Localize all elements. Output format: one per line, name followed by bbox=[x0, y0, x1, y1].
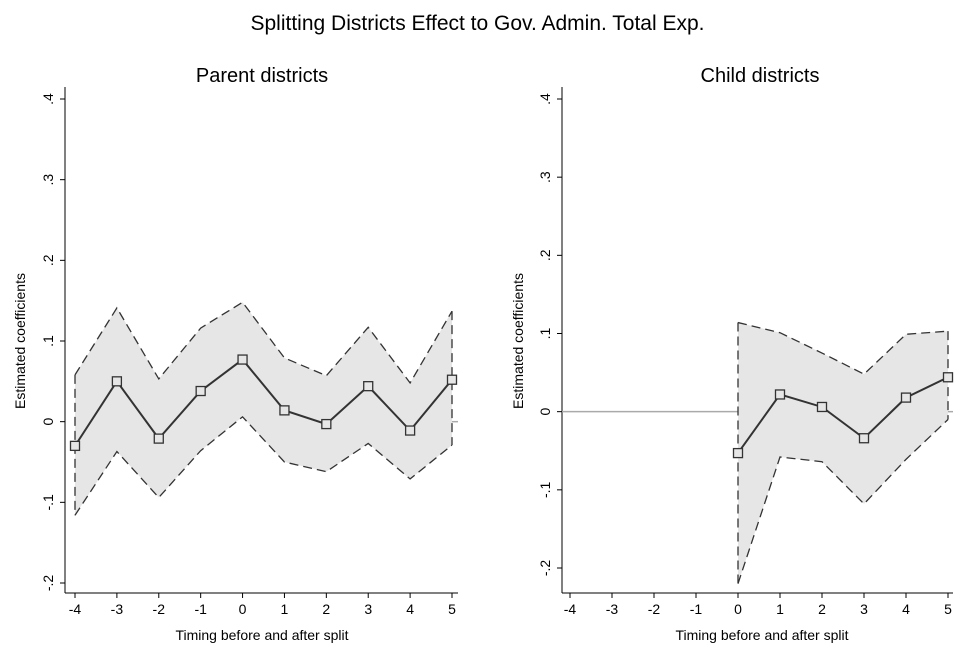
ci-lower-line bbox=[74, 415, 453, 516]
panel-parent: Parent districts -.2 -.1 0 .1 .2 .3 .4 -4 -3 -2 -1 0… bbox=[12, 65, 458, 643]
estimate-point bbox=[111, 376, 123, 387]
ci-upper-line bbox=[737, 321, 949, 375]
y-tick-label: -.2 bbox=[40, 575, 56, 592]
x-tick-label: 4 bbox=[406, 601, 414, 617]
x-tick-label: -2 bbox=[648, 601, 661, 617]
estimate-point bbox=[446, 374, 458, 385]
x-tick-label: 3 bbox=[860, 601, 868, 617]
panel-title: Parent districts bbox=[196, 65, 328, 87]
estimate-point bbox=[774, 389, 786, 400]
x-tick-label: 2 bbox=[322, 601, 330, 617]
estimate-point bbox=[942, 372, 954, 383]
x-tick-label: 1 bbox=[776, 601, 784, 617]
y-tick-label: .2 bbox=[537, 249, 553, 261]
estimate-point bbox=[237, 354, 248, 365]
x-axis-label: Timing before and after split bbox=[175, 627, 348, 643]
estimate-line bbox=[74, 358, 453, 447]
y-tick-label: .3 bbox=[537, 171, 553, 183]
estimate-point bbox=[363, 381, 374, 392]
x-tick-label: -3 bbox=[606, 601, 619, 617]
estimate-point bbox=[858, 433, 870, 444]
x-axis-label: Timing before and after split bbox=[675, 627, 848, 643]
y-tick-label: .4 bbox=[40, 93, 56, 105]
figure-title: Splitting Districts Effect to Gov. Admin… bbox=[250, 12, 705, 35]
x-tick-label: -1 bbox=[690, 601, 703, 617]
x-tick-label: 3 bbox=[364, 601, 372, 617]
ci-band bbox=[738, 322, 948, 584]
estimate-point bbox=[816, 401, 828, 413]
x-tick-label: -4 bbox=[69, 601, 82, 617]
x-tick-label: 5 bbox=[944, 601, 952, 617]
y-tick-label: .1 bbox=[537, 327, 553, 339]
x-tick-label: 0 bbox=[734, 601, 742, 617]
x-tick-label: -2 bbox=[153, 601, 166, 617]
y-tick-label: 0 bbox=[537, 408, 553, 416]
ci-upper-line bbox=[74, 301, 453, 385]
estimate-point bbox=[195, 385, 206, 397]
x-tick-label: -4 bbox=[564, 601, 577, 617]
x-tick-label: 0 bbox=[239, 601, 247, 617]
y-tick-label: .3 bbox=[40, 174, 56, 186]
panel-child: Child districts -.2 -.1 0 .1 .2 .3 .4 -4 -3 -2 -1 0 1… bbox=[510, 65, 954, 643]
y-tick-label: -.1 bbox=[537, 481, 553, 498]
x-tick-label: -1 bbox=[194, 601, 207, 617]
x-tick-label: 5 bbox=[448, 601, 456, 617]
estimate-point bbox=[69, 440, 81, 452]
estimate-point bbox=[900, 392, 912, 403]
y-tick-label: .1 bbox=[40, 335, 56, 347]
estimate-point bbox=[279, 405, 290, 416]
y-tick-label: .4 bbox=[537, 93, 553, 105]
ci-band bbox=[75, 302, 452, 516]
y-axis-label: Estimated coefficients bbox=[510, 273, 526, 409]
estimate-point bbox=[404, 425, 416, 436]
y-tick-label: -.1 bbox=[40, 494, 56, 511]
y-tick-label: .2 bbox=[40, 254, 56, 266]
y-axis-label: Estimated coefficients bbox=[12, 273, 28, 409]
panel-title: Child districts bbox=[701, 65, 820, 87]
x-tick-label: 1 bbox=[281, 601, 289, 617]
estimate-line bbox=[737, 376, 949, 454]
x-tick-label: -3 bbox=[111, 601, 124, 617]
y-tick-label: 0 bbox=[40, 418, 56, 426]
x-tick-label: 4 bbox=[902, 601, 910, 617]
estimate-point bbox=[321, 418, 332, 430]
estimate-point bbox=[732, 447, 744, 459]
y-tick-label: -.2 bbox=[537, 560, 553, 577]
estimate-point bbox=[153, 433, 164, 444]
x-tick-label: 2 bbox=[818, 601, 826, 617]
